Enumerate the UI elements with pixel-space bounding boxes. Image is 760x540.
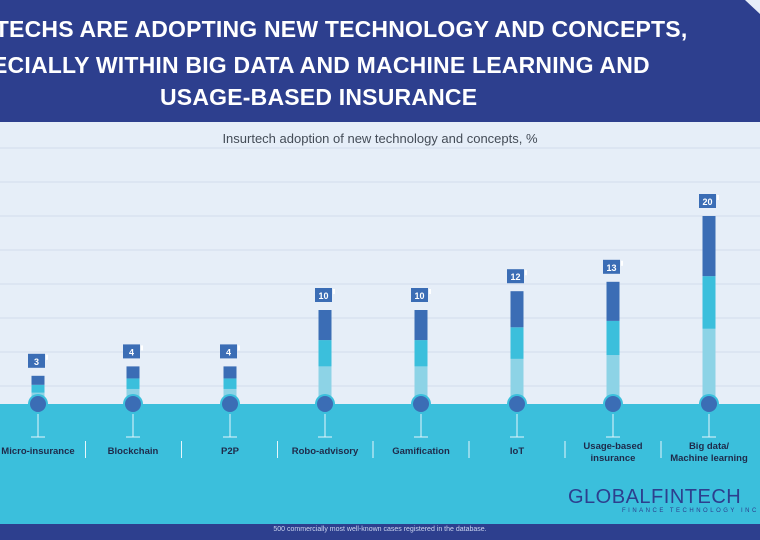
value-label-tick [525,270,527,276]
value-label-tick [621,260,623,266]
tick-label: Micro-insurance [1,446,74,457]
chart-title: Insurtech adoption of new technology and… [222,131,538,146]
value-label-box [699,194,716,208]
value-label-tick [238,345,240,351]
value-label: 12 [510,272,520,282]
bar-segment-dark [31,375,45,385]
bar-segment-dark [606,281,620,321]
bar-segment-mid [702,276,716,329]
value-label-box [315,288,332,302]
bar-segment-dark [223,366,237,379]
bar-segment-light [510,358,524,404]
bar-segment-mid [510,327,524,359]
value-label: 13 [606,263,616,273]
bars: 3 Micro-insurance 4 Blockchain 4 P2P 10 Robo-ad… [1,194,748,464]
value-label-tick [717,195,719,200]
title-line-3: USAGE-BASED INSURANCE [160,84,478,110]
value-label: 10 [414,291,424,301]
banner-shape [0,0,760,122]
value-label-tick [141,345,143,351]
tick-label: Usage-based [583,441,642,452]
tick-label: Blockchain [108,446,159,457]
bar-segment-mid [606,320,620,356]
bar-group: 12 IoT [507,269,527,457]
bar-segment-mid [126,378,140,389]
value-label-tick [333,289,335,294]
value-label-box [123,344,140,359]
tick-label: P2P [221,446,240,457]
bar-base-dot [317,396,333,412]
tick-label: Big data/ [689,441,729,452]
bar-group: 10 Robo-advisory [292,288,359,457]
bar-group: 3 Micro-insurance [1,353,75,457]
bar-base-dot [30,396,46,412]
value-label-box [28,353,45,368]
bar-segment-light [606,355,620,404]
bar-base-dot [125,396,141,412]
tick-label: IoT [510,446,524,457]
bar-segment-dark [318,310,332,341]
bar-segment-dark [510,291,524,328]
title-line-2: ECIALLY WITHIN BIG DATA AND MACHINE LEAR… [0,52,650,78]
bar-group: 4 P2P [220,344,240,457]
value-label: 4 [226,347,231,357]
bar-segment-dark [126,366,140,379]
bar-group: 20 Big data/Machine learning [670,194,748,464]
bar-base-dot [222,396,238,412]
tick-label: Robo-advisory [292,446,359,457]
value-label: 10 [318,291,328,301]
title-line-1: RTECHS ARE ADOPTING NEW TECHNOLOGY AND C… [0,16,688,42]
bar-segment-mid [31,384,45,393]
bar-base-dot [701,396,717,412]
value-label-box [603,259,620,274]
bar-base-dot [605,396,621,412]
logo-subtitle: FINANCE TECHNOLOGY INC [622,508,759,514]
bar-base-dot [413,396,429,412]
bar-base-dot [509,396,525,412]
logo-text: GLOBALFINTECH [568,486,742,508]
bar-segment-dark [414,310,428,341]
bar-segment-mid [318,340,332,367]
footer-note: 500 commercially most well-known cases r… [273,526,487,533]
bar-segment-mid [223,378,237,389]
value-label: 4 [129,347,134,357]
tick-label: Machine learning [670,453,748,464]
chart: 3 Micro-insurance 4 Blockchain 4 P2P 10 Robo-ad… [0,122,760,526]
value-label-tick [46,354,48,360]
bar-segment-mid [414,340,428,367]
value-label: 20 [702,197,712,207]
tick-label: insurance [591,453,636,464]
bar-group: 10 Gamification [392,288,450,457]
tick-label: Gamification [392,446,450,457]
header-banner [0,0,760,122]
value-label-box [507,269,524,284]
value-label: 3 [34,357,39,367]
footer-bar [0,524,760,540]
ground-band [0,404,760,524]
value-label-box [411,288,428,302]
value-label-box [220,344,237,359]
value-label-tick [429,289,431,294]
bar-group: 4 Blockchain [108,344,159,457]
bar-segment-dark [702,216,716,277]
bar-segment-light [702,328,716,404]
